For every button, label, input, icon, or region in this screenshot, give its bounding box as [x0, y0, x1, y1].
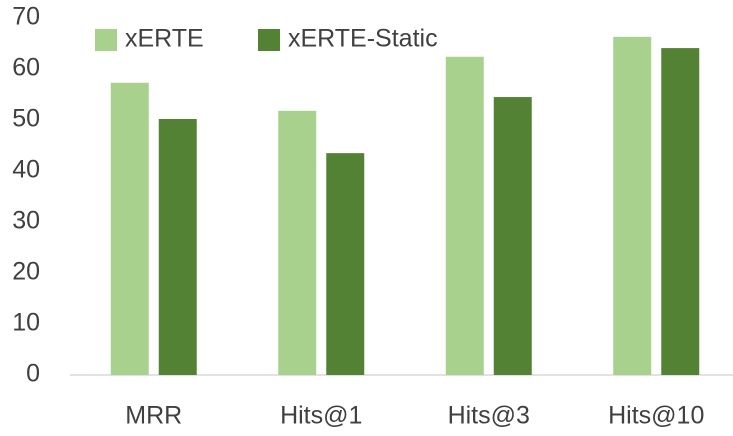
bar — [661, 48, 700, 376]
x-tick-label: MRR — [125, 402, 182, 430]
bar — [158, 118, 197, 375]
y-tick-label: 70 — [12, 3, 40, 31]
bar — [613, 36, 652, 376]
bar — [110, 82, 149, 376]
y-tick-label: 50 — [12, 105, 40, 133]
legend-label: xERTE — [125, 25, 204, 53]
legend-swatch — [95, 29, 117, 51]
bar — [278, 110, 317, 375]
legend-label: xERTE-Static — [288, 25, 438, 53]
y-tick-label: 40 — [12, 156, 40, 184]
bar — [326, 153, 365, 375]
y-tick-label: 0 — [26, 360, 40, 388]
x-tick-label: Hits@1 — [280, 402, 362, 430]
x-tick-label: Hits@10 — [608, 402, 704, 430]
legend-swatch — [258, 29, 280, 51]
bar — [493, 97, 532, 376]
x-tick-label: Hits@3 — [448, 402, 530, 430]
bar — [445, 56, 484, 375]
y-tick-label: 20 — [12, 258, 40, 286]
y-tick-label: 30 — [12, 207, 40, 235]
y-tick-label: 10 — [12, 309, 40, 337]
y-tick-label: 60 — [12, 54, 40, 82]
